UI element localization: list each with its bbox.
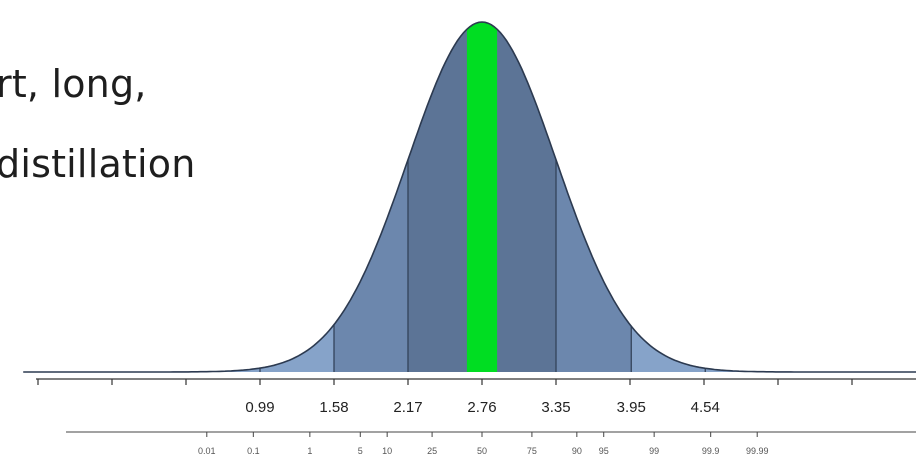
x-tick-label: 3.35 bbox=[541, 399, 570, 416]
percentile-label: 90 bbox=[572, 446, 582, 456]
percentile-axis: 0.01 0.1 1 5 10 25 50 75 90 95 99 99.9 99.99 bbox=[66, 431, 916, 456]
x-tick-labels: 0.99 1.58 2.17 2.76 3.35 3.95 4.54 bbox=[245, 399, 719, 416]
percentile-label: 1 bbox=[307, 446, 312, 456]
percentile-label: 99 bbox=[649, 446, 659, 456]
x-tick-label: 3.95 bbox=[617, 399, 646, 416]
x-tick-label: 1.58 bbox=[319, 399, 348, 416]
percentile-label: 50 bbox=[477, 446, 487, 456]
x-tick-label: 2.17 bbox=[393, 399, 422, 416]
percentile-label: 95 bbox=[599, 446, 609, 456]
curve-section bbox=[112, 368, 260, 372]
percentile-label: 0.1 bbox=[247, 446, 260, 456]
x-axis bbox=[36, 378, 916, 385]
percentile-label: 5 bbox=[358, 446, 363, 456]
caption-line-2: distillation bbox=[0, 142, 196, 186]
caption-line-1: rt, long, bbox=[0, 62, 147, 106]
curve-outline bbox=[23, 21, 916, 373]
curve-section bbox=[260, 324, 334, 372]
curve-sections bbox=[112, 22, 854, 372]
percentile-label: 0.01 bbox=[198, 446, 216, 456]
percentile-label: 25 bbox=[427, 446, 437, 456]
percentile-label: 99.99 bbox=[746, 446, 769, 456]
percentile-label: 99.9 bbox=[702, 446, 720, 456]
x-tick-label: 0.99 bbox=[245, 399, 274, 416]
mean-highlight-band bbox=[466, 22, 498, 372]
percentile-label: 75 bbox=[527, 446, 537, 456]
curve-section bbox=[631, 326, 706, 372]
x-tick-label: 2.76 bbox=[467, 399, 496, 416]
x-tick-label: 4.54 bbox=[691, 399, 720, 416]
percentile-label: 10 bbox=[382, 446, 392, 456]
